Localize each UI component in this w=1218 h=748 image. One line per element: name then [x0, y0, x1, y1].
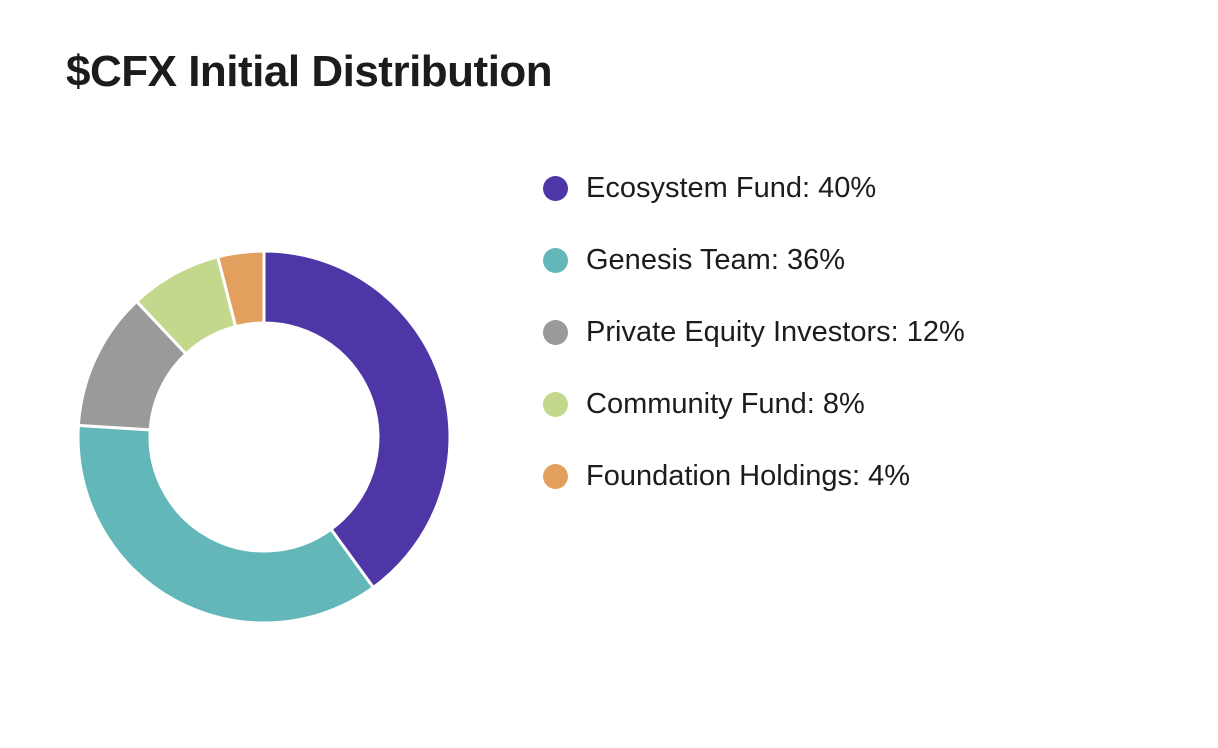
legend-item-community-fund[interactable]: Community Fund: 8%	[543, 384, 965, 424]
donut-chart	[76, 249, 452, 625]
legend-label-ecosystem-fund: Ecosystem Fund: 40%	[586, 171, 877, 204]
legend-item-private-equity-investors[interactable]: Private Equity Investors: 12%	[543, 312, 965, 352]
donut-slice-genesis-team[interactable]	[76, 423, 375, 625]
legend-label-private-equity-investors: Private Equity Investors: 12%	[586, 315, 965, 348]
legend-swatch-foundation-holdings	[543, 463, 568, 489]
donut-slice-foundation-holdings[interactable]	[216, 249, 266, 329]
legend-swatch-ecosystem-fund	[543, 175, 568, 201]
legend-label-genesis-team: Genesis Team: 36%	[586, 243, 845, 276]
donut-slice-ecosystem-fund[interactable]	[262, 249, 452, 589]
legend-label-foundation-holdings: Foundation Holdings: 4%	[586, 459, 911, 492]
chart-legend: Ecosystem Fund: 40% Genesis Team: 36% Priv…	[543, 168, 965, 528]
legend-item-foundation-holdings[interactable]: Foundation Holdings: 4%	[543, 456, 965, 496]
legend-item-ecosystem-fund[interactable]: Ecosystem Fund: 40%	[543, 168, 965, 208]
legend-swatch-community-fund	[543, 391, 568, 417]
legend-item-genesis-team[interactable]: Genesis Team: 36%	[543, 240, 965, 280]
legend-swatch-private-equity-investors	[543, 319, 568, 345]
legend-label-community-fund: Community Fund: 8%	[586, 387, 865, 420]
chart-title: $CFX Initial Distribution	[66, 47, 553, 96]
legend-swatch-genesis-team	[543, 247, 568, 273]
